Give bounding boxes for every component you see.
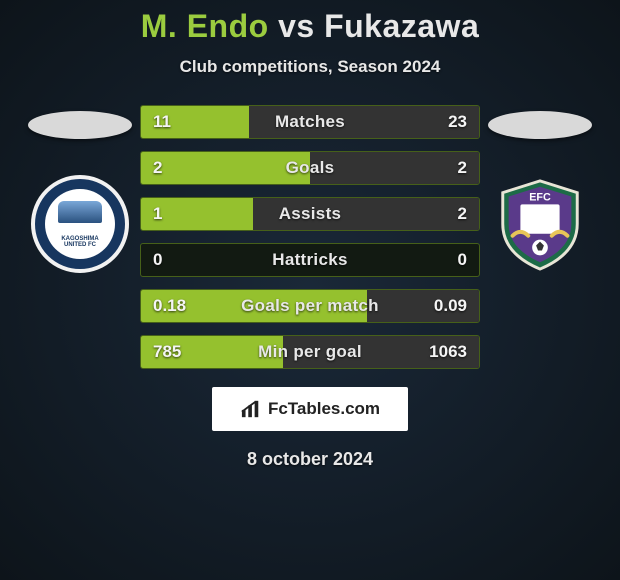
stat-value-left: 0 (153, 250, 162, 270)
stats-bars: 11 23 Matches 2 2 Goals 1 2 Assists 0 0 Hattricks 0.… (140, 105, 480, 369)
stat-bar-fill-right (310, 152, 479, 184)
stat-bar: 11 23 Matches (140, 105, 480, 139)
stat-value-left: 0.18 (153, 296, 186, 316)
source-logo: FcTables.com (212, 387, 408, 431)
stat-value-right: 0.09 (434, 296, 467, 316)
stat-label: Hattricks (272, 250, 347, 270)
player1-photo-placeholder (28, 111, 132, 139)
badge-left-text: KAGOSHIMAUNITED FC (61, 236, 98, 249)
stat-label: Matches (275, 112, 345, 132)
vs-text: vs (278, 8, 315, 44)
stat-value-left: 11 (153, 112, 171, 132)
svg-text:EFC: EFC (529, 191, 551, 203)
page-title: M. Endo vs Fukazawa (141, 8, 479, 45)
player2-club-badge: EFC (491, 175, 589, 273)
stat-bar: 0 0 Hattricks (140, 243, 480, 277)
stat-bar: 1 2 Assists (140, 197, 480, 231)
stat-label: Assists (279, 204, 342, 224)
stat-label: Goals (286, 158, 335, 178)
player1-club-badge: KAGOSHIMAUNITED FC (31, 175, 129, 273)
stat-value-left: 1 (153, 204, 162, 224)
stat-value-left: 785 (153, 342, 181, 362)
main-row: KAGOSHIMAUNITED FC 11 23 Matches 2 2 Goals 1 2 A… (0, 105, 620, 369)
stat-value-right: 23 (448, 112, 467, 132)
subtitle: Club competitions, Season 2024 (180, 57, 441, 77)
left-side: KAGOSHIMAUNITED FC (20, 105, 140, 273)
stat-value-right: 0 (458, 250, 467, 270)
stat-label: Min per goal (258, 342, 362, 362)
stat-bar: 785 1063 Min per goal (140, 335, 480, 369)
stat-bar: 2 2 Goals (140, 151, 480, 185)
fctables-icon (240, 399, 262, 419)
footer-date: 8 october 2024 (247, 449, 373, 470)
stat-bar: 0.18 0.09 Goals per match (140, 289, 480, 323)
stat-value-right: 2 (458, 204, 467, 224)
source-logo-text: FcTables.com (268, 399, 380, 419)
right-side: EFC (480, 105, 600, 273)
comparison-card: M. Endo vs Fukazawa Club competitions, S… (0, 0, 620, 580)
player2-name: Fukazawa (324, 8, 479, 44)
shield-icon: EFC (491, 175, 589, 273)
badge-left-inner: KAGOSHIMAUNITED FC (45, 189, 115, 259)
player2-photo-placeholder (488, 111, 592, 139)
stat-value-right: 1063 (429, 342, 467, 362)
stat-label: Goals per match (241, 296, 379, 316)
stat-value-left: 2 (153, 158, 162, 178)
stat-value-right: 2 (458, 158, 467, 178)
player1-name: M. Endo (141, 8, 269, 44)
